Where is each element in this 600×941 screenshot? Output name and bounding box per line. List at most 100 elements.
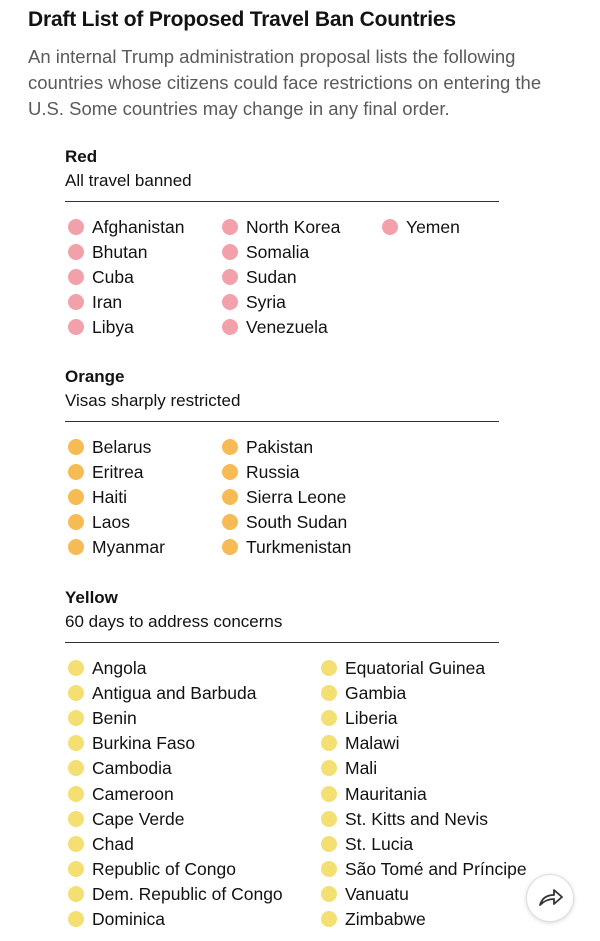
country: Liberia [345, 708, 398, 729]
divider [65, 201, 499, 202]
country: Venezuela [246, 317, 328, 337]
country: Equatorial Guinea [345, 658, 486, 678]
country: Syria [246, 292, 286, 312]
country: Vanuatu [345, 883, 409, 904]
country: Iran [92, 292, 123, 312]
country: Libya [92, 317, 134, 337]
color-dot [68, 735, 84, 752]
country: Pakistan [246, 437, 314, 457]
divider [65, 421, 499, 422]
country: Republic of Congo [92, 858, 236, 879]
country: St. Kitts and Nevis [345, 808, 488, 829]
color-dot [321, 810, 337, 827]
group-name: Orange [65, 367, 125, 386]
color-dot [222, 539, 238, 556]
country: Afghanistan [92, 217, 185, 237]
country: Mauritania [345, 783, 427, 804]
group-subtitle: 60 days to address concerns [65, 612, 283, 631]
divider [65, 642, 499, 643]
color-dot [222, 294, 238, 310]
color-dot [321, 911, 337, 927]
color-dot [222, 514, 238, 531]
country: Gambia [345, 683, 407, 704]
color-dot [68, 489, 84, 506]
color-dot [321, 710, 337, 727]
country: Burkina Faso [92, 733, 196, 754]
color-dot [382, 219, 398, 235]
color-dot [68, 785, 84, 802]
country: Antigua and Barbuda [92, 683, 257, 704]
country: Somalia [246, 242, 310, 262]
country: Dominica [92, 909, 165, 929]
country: Russia [246, 462, 300, 483]
title: Draft List of Proposed Travel Ban Countr… [28, 8, 456, 31]
group-subtitle: Visas sharply restricted [65, 391, 241, 410]
country: Angola [92, 658, 147, 678]
country: North Korea [246, 217, 341, 237]
color-dot [222, 489, 238, 506]
share-button[interactable] [526, 874, 574, 922]
country: St. Lucia [345, 833, 414, 854]
country: Benin [92, 708, 137, 729]
country: Malawi [345, 733, 400, 754]
country: Laos [92, 512, 130, 533]
color-dot [222, 219, 238, 235]
country: Mali [345, 758, 378, 779]
color-dot [321, 735, 337, 752]
color-dot [68, 439, 84, 455]
color-dot [68, 219, 84, 235]
country: Sierra Leone [246, 487, 347, 508]
color-dot [222, 319, 238, 335]
country: Bhutan [92, 242, 148, 262]
country: São Tomé and Príncipe [345, 858, 527, 879]
group-name: Red [65, 147, 98, 166]
country: Cape Verde [92, 808, 185, 829]
color-dot [68, 710, 84, 727]
country: Haiti [92, 487, 128, 508]
color-dot [68, 835, 84, 852]
country: Turkmenistan [246, 537, 352, 558]
group-subtitle: All travel banned [65, 171, 192, 190]
color-dot [68, 269, 84, 285]
color-dot [68, 514, 84, 531]
group-name: Yellow [65, 588, 118, 607]
color-dot [321, 885, 337, 902]
country: Cambodia [92, 758, 172, 779]
country: Eritrea [92, 462, 144, 483]
color-dot [68, 885, 84, 902]
country: Belarus [92, 437, 152, 457]
color-dot [68, 660, 84, 676]
country: Dem. Republic of Congo [92, 883, 283, 904]
color-dot [68, 464, 84, 481]
color-dot [222, 244, 238, 260]
country: Yemen [406, 217, 460, 237]
color-dot [321, 835, 337, 852]
color-dot [222, 464, 238, 481]
color-dot [222, 439, 238, 455]
share-icon [539, 889, 563, 906]
color-dot [321, 860, 337, 877]
color-dot [68, 911, 84, 927]
color-dot [68, 685, 84, 702]
country: Chad [92, 833, 134, 854]
color-dot [321, 760, 337, 777]
color-dot [222, 269, 238, 285]
color-dot [68, 294, 84, 310]
color-dot [68, 760, 84, 777]
color-dot [321, 685, 337, 702]
description: An internal Trump administration proposa… [28, 46, 542, 119]
color-dot [68, 860, 84, 877]
color-dot [68, 810, 84, 827]
country: Zimbabwe [345, 909, 426, 929]
country: Sudan [246, 267, 297, 287]
country: South Sudan [246, 512, 348, 533]
color-dot [68, 539, 84, 556]
country: Cameroon [92, 783, 174, 804]
color-dot [68, 319, 84, 335]
color-dot [321, 785, 337, 802]
country: Myanmar [92, 537, 165, 558]
color-dot [68, 244, 84, 260]
country: Cuba [92, 267, 134, 287]
color-dot [321, 660, 337, 676]
